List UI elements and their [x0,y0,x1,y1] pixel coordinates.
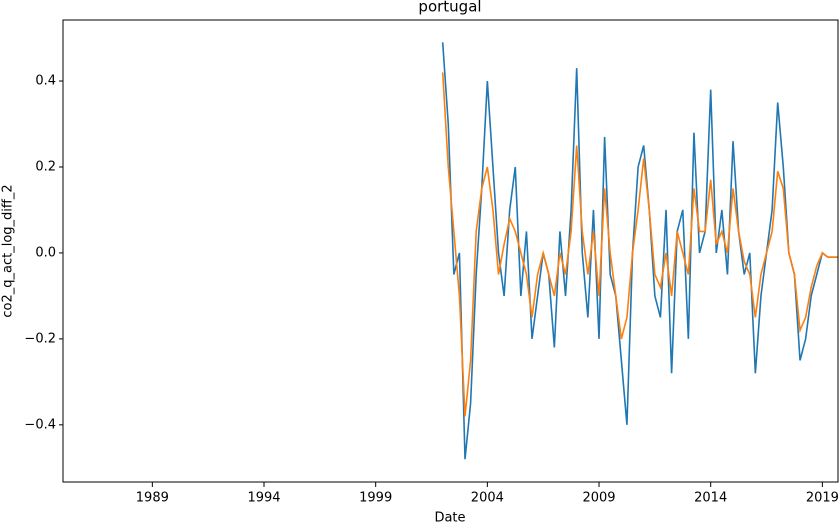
y-tick-label: 0.4 [35,74,56,89]
x-tick-label: 2004 [471,491,504,506]
series-line [441,42,838,460]
y-tick-label: 0.2 [35,159,56,174]
x-tick-label: 2014 [694,491,727,506]
y-tick-label: −0.4 [24,417,56,432]
y-axis-label: co2_q_act_log_diff_2 [1,184,16,317]
x-tick-label: 1994 [247,491,280,506]
x-tick-label: 2019 [806,491,839,506]
x-axis-label: Date [434,511,465,525]
y-tick-label: 0.0 [35,245,56,260]
x-tick-label: 1999 [359,491,392,506]
x-tick-label: 2009 [582,491,615,506]
y-tick-label: −0.2 [24,331,56,346]
series-line [441,72,838,417]
chart-title: portugal [418,0,481,16]
plot-frame [62,19,839,483]
x-tick-label: 1989 [136,491,169,506]
